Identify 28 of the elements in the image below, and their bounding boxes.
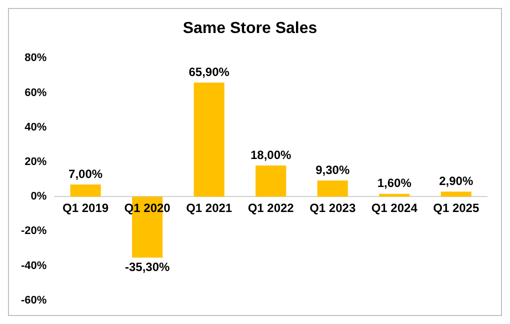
y-tick-label: 60% — [24, 86, 47, 99]
y-tick-label: 20% — [24, 156, 47, 168]
y-tick-label: 40% — [24, 121, 47, 134]
data-label: 18,00% — [250, 148, 292, 162]
x-tick-label: Q1 2024 — [371, 200, 418, 215]
x-tick-label: Q1 2021 — [186, 200, 232, 215]
x-tick-label: Q1 2023 — [310, 200, 356, 215]
x-tick-label: Q1 2025 — [433, 200, 480, 215]
y-tick-label: 0% — [30, 190, 47, 203]
y-tick-label: -60% — [20, 294, 47, 306]
bar — [440, 192, 472, 197]
y-tick-label: -40% — [20, 260, 47, 272]
x-tick-label: Q1 2019 — [62, 200, 109, 215]
y-tick-label: 80% — [24, 52, 47, 64]
data-label: 9,30% — [316, 162, 350, 177]
bar — [317, 180, 348, 197]
bar — [194, 82, 224, 197]
data-label: 1,60% — [377, 176, 412, 190]
chart-title: Same Store Sales — [182, 20, 318, 38]
bar — [256, 165, 286, 197]
data-label: 65,90% — [188, 64, 230, 79]
bar — [70, 184, 101, 197]
y-tick-label: -20% — [20, 225, 47, 238]
data-label: 7,00% — [68, 166, 103, 181]
x-tick-label: Q1 2022 — [248, 200, 294, 215]
data-label: -35,30% — [124, 260, 170, 274]
bar — [379, 194, 410, 197]
data-label: 2,90% — [439, 174, 474, 188]
